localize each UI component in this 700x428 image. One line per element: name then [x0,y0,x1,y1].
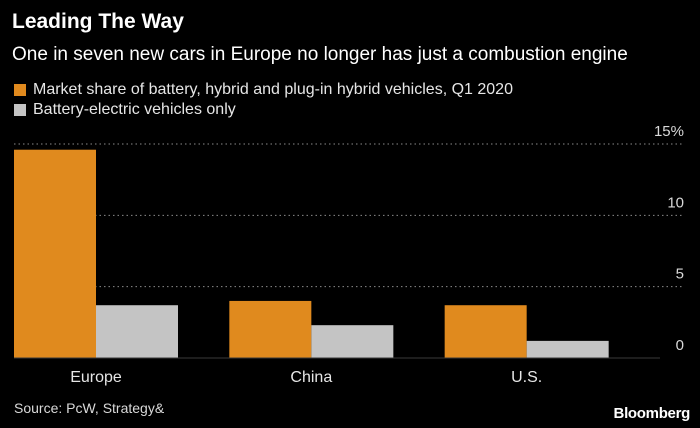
legend-swatch-gray [14,104,26,116]
legend-swatch-orange [14,84,26,96]
y-tick-label-5: 5 [676,266,684,283]
bar-europe-series-1 [14,149,96,358]
chart-subtitle: One in seven new cars in Europe no longe… [12,44,628,65]
legend-item-battery-electric: Battery-electric vehicles only [14,101,236,119]
x-tick-label-europe: Europe [70,369,122,386]
bar-europe-series-2 [96,305,178,358]
y-tick-label-15: 15% [654,123,684,140]
legend-label-market-share: Market share of battery, hybrid and plug… [33,81,513,98]
x-tick-label-china: China [290,369,332,386]
bloomberg-logo: Bloomberg [613,405,691,422]
x-tick-label-us: U.S. [511,369,542,386]
legend-label-battery-electric: Battery-electric vehicles only [33,101,236,118]
chart-title: Leading The Way [12,10,184,33]
bar-china-series-2 [311,325,394,358]
legend-item-market-share: Market share of battery, hybrid and plug… [14,81,513,99]
y-tick-label-10: 10 [667,194,684,211]
bar-china-series-1 [229,300,312,358]
source-note: Source: PcW, Strategy& [14,400,165,416]
bar-us-series-1 [444,305,527,358]
y-tick-label-0: 0 [676,337,684,354]
bar-us-series-2 [526,340,609,358]
